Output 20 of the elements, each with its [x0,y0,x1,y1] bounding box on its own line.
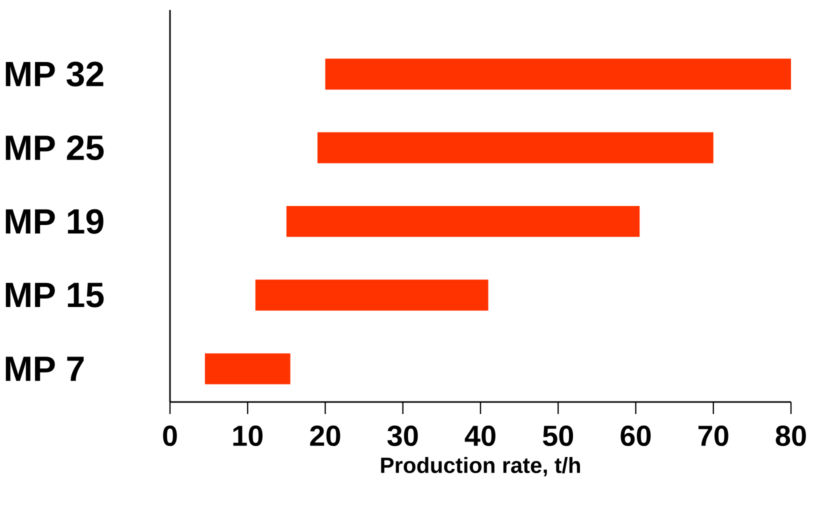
bar [325,58,791,90]
y-tick-label: MP 19 [6,209,104,234]
x-tick-label: 80 [776,426,806,446]
x-tick-label: 60 [620,426,651,446]
x-tick-label: 20 [310,426,340,446]
y-tick-label: MP 7 [6,356,84,381]
y-tick-label: MP 15 [6,282,104,308]
x-tick-label: 70 [698,426,728,446]
bar [255,280,488,311]
y-tick-label: MP 25 [6,135,104,160]
y-tick-label: MP 32 [6,62,104,87]
x-tick-label: 10 [233,426,263,446]
x-tick-label: 50 [542,426,574,446]
bar [286,206,640,237]
x-tick-label: 30 [387,426,418,446]
bar [317,132,714,164]
x-tick-label: 0 [163,426,177,446]
x-tick-label: 40 [464,426,496,446]
x-axis-title: Production rate, t/h [381,456,580,476]
bar [204,353,290,384]
